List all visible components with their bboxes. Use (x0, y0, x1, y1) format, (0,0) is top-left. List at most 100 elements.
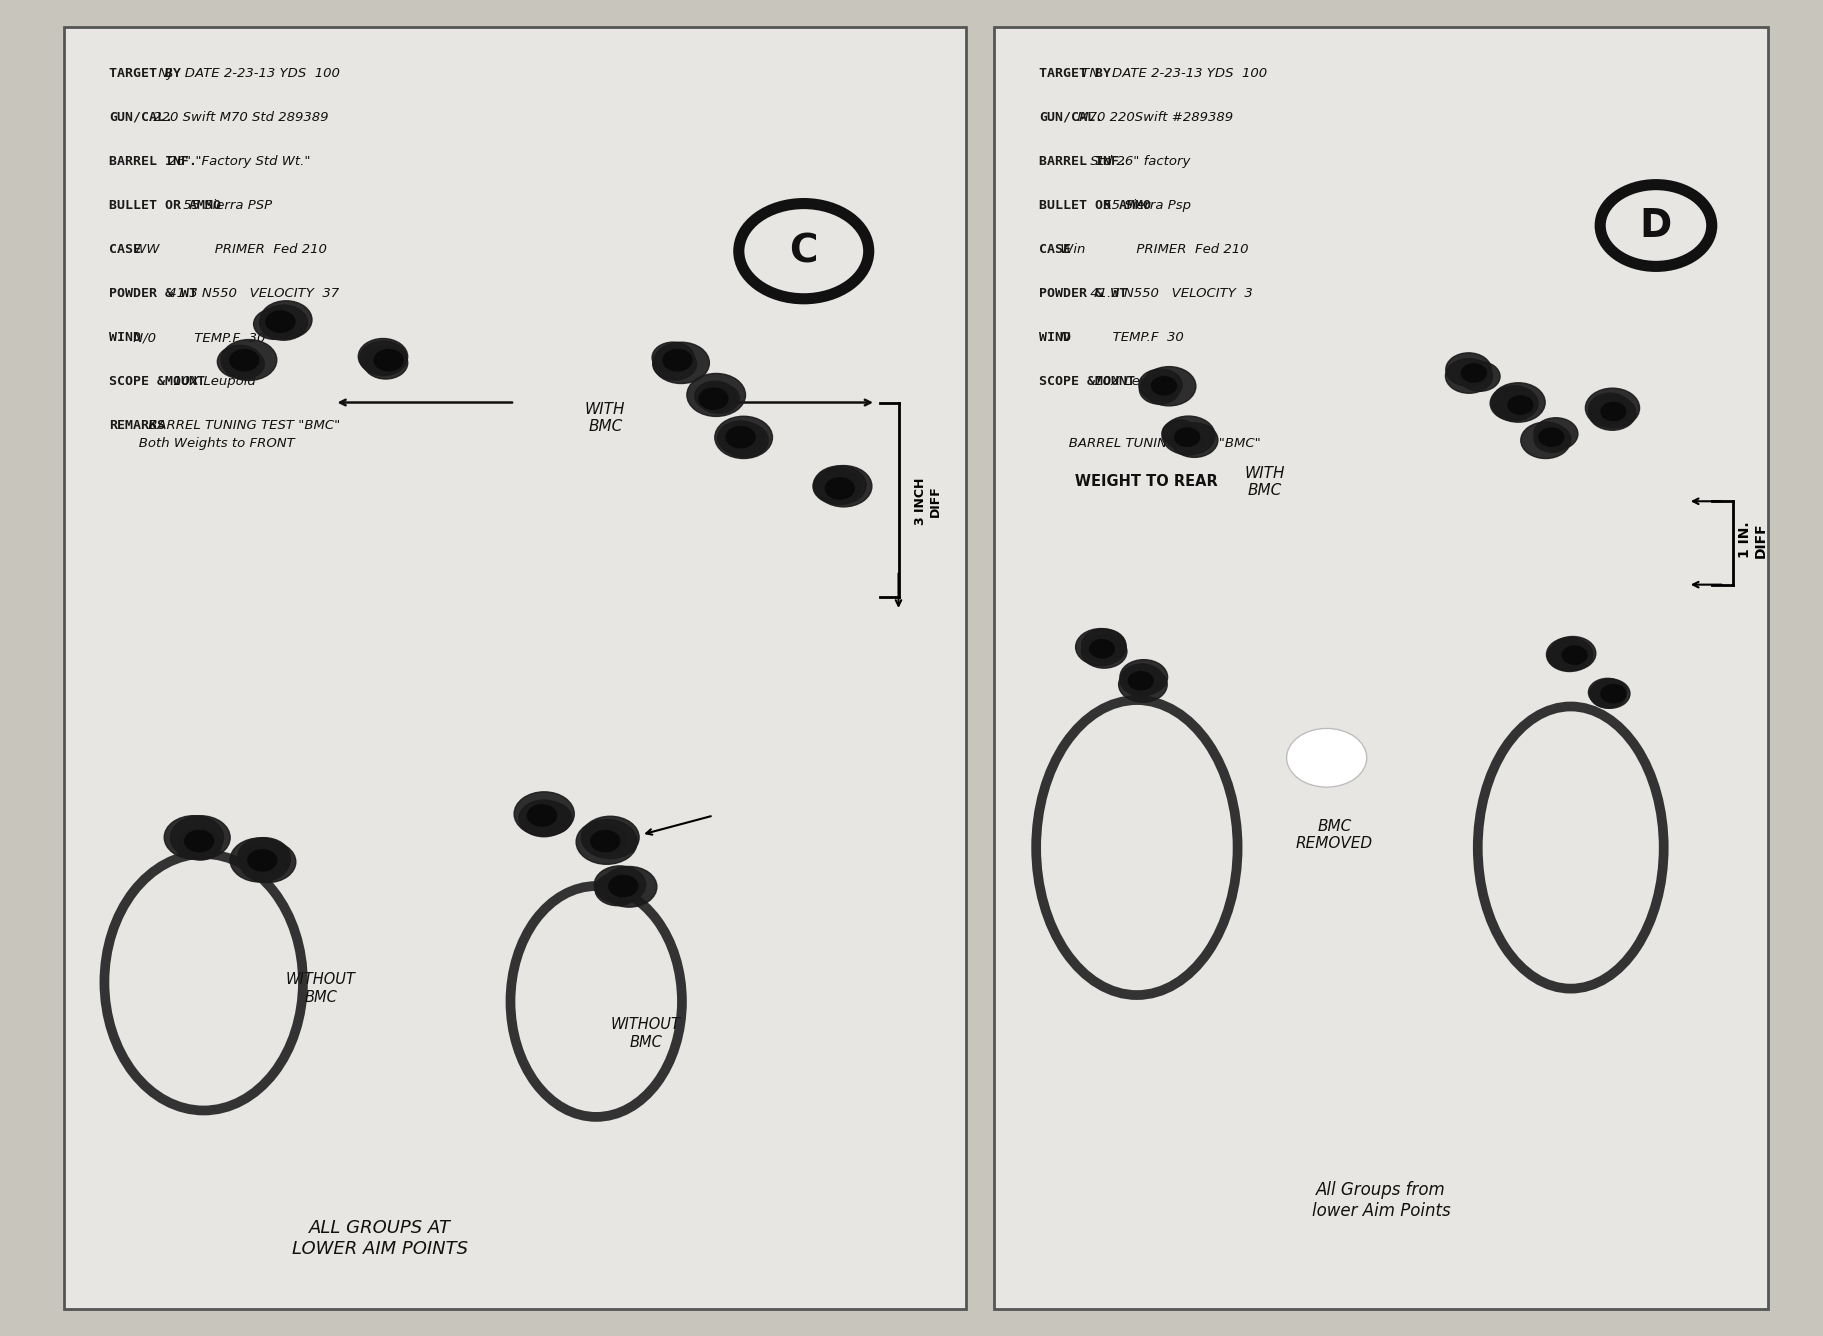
Circle shape (664, 350, 693, 371)
Circle shape (1601, 402, 1626, 421)
Text: N/0         TEMP.F  30: N/0 TEMP.F 30 (129, 331, 266, 345)
Circle shape (359, 341, 407, 375)
Circle shape (1550, 636, 1595, 671)
Circle shape (813, 466, 866, 505)
Circle shape (1161, 415, 1214, 454)
Circle shape (1161, 420, 1198, 446)
Text: D: D (1641, 207, 1672, 244)
Circle shape (363, 347, 408, 379)
Circle shape (520, 800, 569, 836)
Circle shape (1081, 629, 1127, 661)
Circle shape (813, 469, 860, 504)
Text: WITHOUT
BMC: WITHOUT BMC (611, 1017, 680, 1050)
Text: WEIGHT TO REAR: WEIGHT TO REAR (1039, 473, 1218, 489)
Circle shape (253, 309, 295, 339)
Circle shape (237, 838, 290, 876)
Text: Win            PRIMER  Fed 210: Win PRIMER Fed 210 (1056, 243, 1249, 257)
Text: TARGET BY: TARGET BY (1039, 67, 1110, 80)
Circle shape (259, 305, 308, 341)
Circle shape (1287, 728, 1367, 787)
Text: POWDER & WT: POWDER & WT (109, 287, 197, 301)
Circle shape (1143, 366, 1196, 406)
Circle shape (1495, 389, 1535, 420)
Text: BULLET OR AMMO: BULLET OR AMMO (1039, 199, 1150, 212)
Text: 41.3 N550   VELOCITY  37: 41.3 N550 VELOCITY 37 (164, 287, 339, 301)
Circle shape (653, 342, 709, 383)
Text: 1 IN.
DIFF: 1 IN. DIFF (1737, 521, 1768, 558)
Circle shape (1462, 363, 1486, 382)
Circle shape (266, 311, 295, 333)
Circle shape (826, 478, 855, 500)
Circle shape (359, 338, 408, 374)
Circle shape (1119, 660, 1167, 695)
Circle shape (1090, 640, 1114, 657)
Circle shape (594, 866, 645, 903)
Text: BARREL TUNING TEST "BMC": BARREL TUNING TEST "BMC" (144, 420, 341, 433)
Bar (994, 27, 1768, 1309)
Circle shape (1119, 667, 1167, 703)
Circle shape (179, 830, 221, 860)
Text: 26" "Factory Std Wt.": 26" "Factory Std Wt." (164, 155, 310, 168)
Circle shape (1520, 422, 1570, 458)
Circle shape (695, 381, 736, 411)
Circle shape (1601, 684, 1626, 703)
Text: 220 Swift M70 Std 289389: 220 Swift M70 Std 289389 (149, 111, 328, 124)
Circle shape (698, 387, 727, 409)
Circle shape (230, 838, 290, 882)
Circle shape (815, 465, 871, 506)
Text: M70 220Swift #289389: M70 220Swift #289389 (1074, 111, 1234, 124)
Text: CASE: CASE (1039, 243, 1072, 257)
Circle shape (687, 374, 746, 417)
Circle shape (1562, 647, 1588, 664)
Circle shape (525, 802, 572, 835)
Text: WIND: WIND (1039, 331, 1072, 345)
Text: NJ   DATE 2-23-13 YDS  100: NJ DATE 2-23-13 YDS 100 (155, 67, 339, 80)
Text: 3 INCH
DIFF: 3 INCH DIFF (915, 477, 942, 525)
Circle shape (217, 345, 263, 378)
Text: 10X Leupold: 10X Leupold (1090, 375, 1178, 389)
Circle shape (1533, 418, 1579, 450)
Text: SCOPE &MOUNT: SCOPE &MOUNT (1039, 375, 1136, 389)
Circle shape (1174, 428, 1200, 446)
Circle shape (594, 872, 640, 906)
Circle shape (718, 421, 764, 454)
Circle shape (1491, 382, 1546, 422)
Circle shape (184, 831, 213, 852)
Text: WW             PRIMER  Fed 210: WW PRIMER Fed 210 (129, 243, 326, 257)
Circle shape (1508, 395, 1533, 414)
Circle shape (720, 422, 767, 457)
Circle shape (1590, 681, 1626, 708)
Text: POWDER & WT: POWDER & WT (1039, 287, 1127, 301)
Text: WITHOUT
BMC: WITHOUT BMC (286, 973, 355, 1005)
Text: BARREL INF.: BARREL INF. (109, 155, 197, 168)
Text: SCOPE &MOUNT: SCOPE &MOUNT (109, 375, 206, 389)
Circle shape (653, 342, 695, 373)
Circle shape (582, 824, 625, 856)
Circle shape (514, 792, 574, 836)
Circle shape (221, 339, 277, 381)
Circle shape (1076, 628, 1127, 665)
Text: WIND: WIND (109, 331, 142, 345)
Text: BARREL TUNING TEST "BMC": BARREL TUNING TEST "BMC" (1039, 437, 1262, 450)
Circle shape (1586, 389, 1639, 428)
Circle shape (602, 867, 656, 907)
Circle shape (1460, 362, 1500, 391)
Text: 10X Leupold: 10X Leupold (170, 375, 255, 389)
Circle shape (609, 875, 638, 896)
Circle shape (582, 816, 640, 859)
Circle shape (1546, 637, 1593, 672)
Text: BMC
REMOVED: BMC REMOVED (1296, 819, 1373, 851)
Circle shape (1139, 369, 1181, 401)
Circle shape (1535, 425, 1571, 453)
Circle shape (1489, 386, 1539, 421)
Text: BULLET OR AMMO: BULLET OR AMMO (109, 199, 221, 212)
Text: C: C (789, 232, 819, 270)
Circle shape (591, 831, 620, 852)
Circle shape (698, 383, 740, 413)
Circle shape (653, 347, 696, 379)
Text: REMARKS: REMARKS (109, 420, 166, 433)
Text: ALL GROUPS AT
LOWER AIM POINTS: ALL GROUPS AT LOWER AIM POINTS (292, 1220, 469, 1259)
Circle shape (164, 816, 224, 859)
Text: TN   DATE 2-23-13 YDS  100: TN DATE 2-23-13 YDS 100 (1077, 67, 1267, 80)
Circle shape (248, 850, 277, 871)
